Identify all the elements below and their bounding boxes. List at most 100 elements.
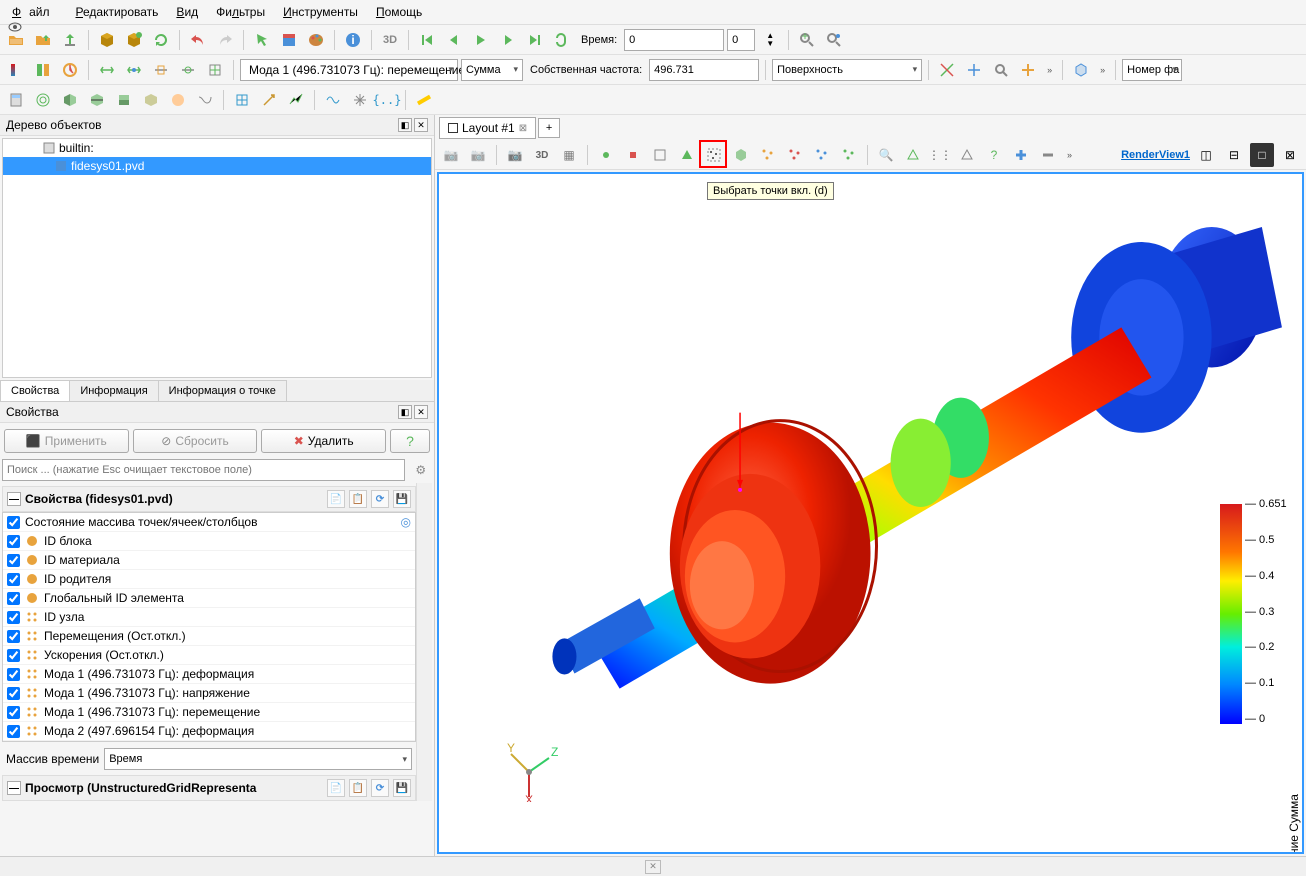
array-row[interactable]: ID узла bbox=[3, 608, 415, 627]
tree-float-icon[interactable]: ◧ bbox=[398, 118, 412, 132]
time-input[interactable] bbox=[624, 29, 724, 51]
slice-icon[interactable] bbox=[85, 88, 109, 112]
zoom-fit-icon[interactable] bbox=[989, 58, 1013, 82]
axis-plus-icon[interactable] bbox=[1016, 58, 1040, 82]
array-row[interactable]: Глобальный ID элемента bbox=[3, 589, 415, 608]
vt-grid-icon[interactable]: ▦ bbox=[557, 143, 581, 167]
menu-help[interactable]: Помощь bbox=[368, 2, 430, 22]
stream-icon[interactable] bbox=[193, 88, 217, 112]
range2-icon[interactable] bbox=[122, 58, 146, 82]
save-props-icon[interactable]: 💾 bbox=[393, 490, 411, 508]
layout-add-button[interactable]: + bbox=[538, 118, 560, 138]
cube-view-icon[interactable] bbox=[1069, 58, 1093, 82]
range1-icon[interactable] bbox=[95, 58, 119, 82]
nomer-combo[interactable]: Номер фа bbox=[1122, 59, 1182, 81]
vt-tri-icon[interactable] bbox=[675, 143, 699, 167]
refresh2-icon[interactable]: ⟳ bbox=[371, 779, 389, 797]
help-button[interactable]: ? bbox=[390, 429, 430, 453]
array-checkbox[interactable] bbox=[7, 611, 20, 624]
palette-icon[interactable] bbox=[304, 28, 328, 52]
last-icon[interactable] bbox=[523, 28, 547, 52]
maximize-icon[interactable]: □ bbox=[1250, 143, 1274, 167]
array-checkbox[interactable] bbox=[7, 630, 20, 643]
colormap-icon[interactable] bbox=[4, 58, 28, 82]
save-icon[interactable] bbox=[58, 28, 82, 52]
color-app-icon[interactable] bbox=[277, 28, 301, 52]
array-checkbox[interactable] bbox=[7, 649, 20, 662]
freq-input[interactable] bbox=[649, 59, 759, 81]
section-properties[interactable]: — Свойства (fidesys01.pvd) 📄 📋 ⟳ 💾 bbox=[2, 486, 416, 512]
tree-close-icon[interactable]: ✕ bbox=[414, 118, 428, 132]
3d-icon[interactable]: 3D bbox=[378, 28, 402, 52]
collapse-view-icon[interactable]: — bbox=[7, 781, 21, 795]
vt-screenshot-icon[interactable]: 📷 bbox=[503, 143, 527, 167]
array-row[interactable]: ID блока bbox=[3, 532, 415, 551]
array-row[interactable]: Мода 2 (497.696154 Гц): деформация bbox=[3, 722, 415, 741]
gradient-icon[interactable] bbox=[284, 88, 308, 112]
tab-info[interactable]: Информация bbox=[69, 380, 158, 401]
vt-sel2-icon[interactable] bbox=[621, 143, 645, 167]
axis-x-icon[interactable] bbox=[935, 58, 959, 82]
search-settings-icon[interactable]: ⚙ bbox=[409, 458, 432, 482]
frame-spin-icon[interactable]: ▲▼ bbox=[758, 28, 782, 52]
array-checkbox[interactable] bbox=[7, 573, 20, 586]
undo-icon[interactable] bbox=[186, 28, 210, 52]
refresh-icon[interactable]: ⟳ bbox=[371, 490, 389, 508]
range4-icon[interactable] bbox=[176, 58, 200, 82]
vt-tri2-icon[interactable] bbox=[901, 143, 925, 167]
vt-overflow[interactable]: » bbox=[1063, 150, 1076, 160]
search-input[interactable] bbox=[2, 459, 405, 481]
first-icon[interactable] bbox=[415, 28, 439, 52]
object-tree[interactable]: builtin: fidesys01.pvd bbox=[2, 138, 432, 378]
layout-tab-1[interactable]: Layout #1 ⊠ bbox=[439, 117, 536, 139]
reset-button[interactable]: ⊘Сбросить bbox=[133, 429, 258, 453]
brackets-icon[interactable]: {..} bbox=[375, 88, 399, 112]
array-row[interactable]: ID родителя bbox=[3, 570, 415, 589]
vt-sel3-icon[interactable] bbox=[648, 143, 672, 167]
menu-edit[interactable]: Редактировать bbox=[68, 2, 167, 22]
paste2-icon[interactable]: 📋 bbox=[349, 779, 367, 797]
axis-y-icon[interactable] bbox=[962, 58, 986, 82]
extract-icon[interactable] bbox=[139, 88, 163, 112]
array-row[interactable]: Мода 1 (496.731073 Гц): деформация bbox=[3, 665, 415, 684]
vt-pts1-icon[interactable] bbox=[756, 143, 780, 167]
array-row[interactable]: Ускорения (Ост.откл.) bbox=[3, 646, 415, 665]
range3-icon[interactable] bbox=[149, 58, 173, 82]
tree-builtin[interactable]: builtin: bbox=[3, 139, 431, 157]
status-close-icon[interactable]: ✕ bbox=[645, 860, 661, 874]
paste-icon[interactable]: 📋 bbox=[349, 490, 367, 508]
select-icon[interactable] bbox=[250, 28, 274, 52]
vt-zoom-icon[interactable]: 🔍 bbox=[874, 143, 898, 167]
close-view-icon[interactable]: ⊠ bbox=[1278, 143, 1302, 167]
menu-filters[interactable]: Фильтры bbox=[208, 2, 273, 22]
vt-camera1-icon[interactable]: 📷 bbox=[439, 143, 463, 167]
split-h-icon[interactable]: ◫ bbox=[1194, 143, 1218, 167]
time-array-combo[interactable]: Время bbox=[104, 748, 412, 770]
array-checkbox[interactable] bbox=[7, 725, 20, 738]
array-checkbox[interactable] bbox=[7, 687, 20, 700]
array-row[interactable]: Мода 1 (496.731073 Гц): напряжение bbox=[3, 684, 415, 703]
vt-minus-icon[interactable] bbox=[1036, 143, 1060, 167]
vector-icon[interactable] bbox=[257, 88, 281, 112]
render-view[interactable]: Выбрать точки вкл. (d) bbox=[437, 172, 1304, 854]
menu-tools[interactable]: Инструменты bbox=[275, 2, 366, 22]
save2-icon[interactable]: 💾 bbox=[393, 779, 411, 797]
prev-icon[interactable] bbox=[442, 28, 466, 52]
vt-pts2-icon[interactable] bbox=[783, 143, 807, 167]
tab-properties[interactable]: Свойства bbox=[0, 380, 70, 401]
section-view[interactable]: — Просмотр (UnstructuredGridRepresenta 📄… bbox=[2, 775, 416, 801]
array-row[interactable]: ID материала bbox=[3, 551, 415, 570]
warp-icon[interactable] bbox=[230, 88, 254, 112]
folder-up-icon[interactable] bbox=[31, 28, 55, 52]
menu-view[interactable]: Вид bbox=[168, 2, 206, 22]
copy2-icon[interactable]: 📄 bbox=[327, 779, 345, 797]
play-icon[interactable] bbox=[469, 28, 493, 52]
collapse-icon[interactable]: — bbox=[7, 492, 21, 506]
info-icon[interactable]: i bbox=[341, 28, 365, 52]
frame-input[interactable] bbox=[727, 29, 755, 51]
array-checkbox[interactable] bbox=[7, 668, 20, 681]
vt-q-icon[interactable]: ? bbox=[982, 143, 1006, 167]
glyph-icon[interactable] bbox=[166, 88, 190, 112]
vt-plus-icon[interactable] bbox=[1009, 143, 1033, 167]
vt-pts4-icon[interactable] bbox=[837, 143, 861, 167]
